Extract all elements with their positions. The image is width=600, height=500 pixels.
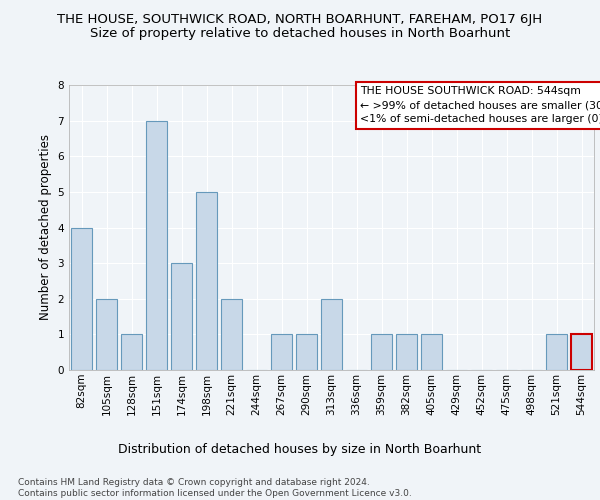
- Text: Contains HM Land Registry data © Crown copyright and database right 2024.
Contai: Contains HM Land Registry data © Crown c…: [18, 478, 412, 498]
- Text: Size of property relative to detached houses in North Boarhunt: Size of property relative to detached ho…: [90, 28, 510, 40]
- Bar: [421, 334, 442, 370]
- Bar: [546, 334, 567, 370]
- Text: THE HOUSE, SOUTHWICK ROAD, NORTH BOARHUNT, FAREHAM, PO17 6JH: THE HOUSE, SOUTHWICK ROAD, NORTH BOARHUN…: [58, 12, 542, 26]
- Y-axis label: Number of detached properties: Number of detached properties: [39, 134, 52, 320]
- Text: THE HOUSE SOUTHWICK ROAD: 544sqm
← >99% of detached houses are smaller (30)
<1% : THE HOUSE SOUTHWICK ROAD: 544sqm ← >99% …: [361, 86, 600, 124]
- Bar: [171, 263, 192, 370]
- Bar: [71, 228, 92, 370]
- Bar: [146, 120, 167, 370]
- Bar: [321, 298, 342, 370]
- Text: Distribution of detached houses by size in North Boarhunt: Distribution of detached houses by size …: [118, 442, 482, 456]
- Bar: [271, 334, 292, 370]
- Bar: [121, 334, 142, 370]
- Bar: [96, 298, 117, 370]
- Bar: [221, 298, 242, 370]
- Bar: [371, 334, 392, 370]
- Bar: [196, 192, 217, 370]
- Bar: [296, 334, 317, 370]
- Bar: [396, 334, 417, 370]
- Bar: [571, 334, 592, 370]
